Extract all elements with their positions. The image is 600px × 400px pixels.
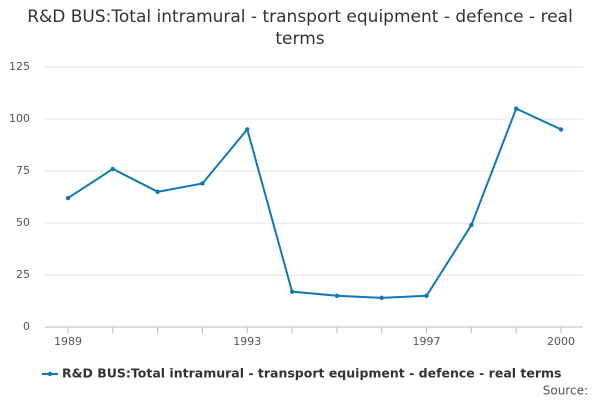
point bbox=[200, 181, 205, 186]
y-tick-label: 100 bbox=[9, 112, 30, 125]
x-tick-label: 1997 bbox=[413, 335, 441, 348]
point bbox=[289, 289, 295, 294]
point bbox=[558, 127, 564, 132]
point bbox=[469, 222, 474, 228]
point bbox=[334, 293, 340, 298]
source: Source: bbox=[543, 384, 588, 398]
x-tick-label: 1993 bbox=[233, 335, 261, 348]
x-tick-label: 1989 bbox=[54, 335, 82, 348]
legend-label: R&D BUS:Total intramural - transport equ… bbox=[62, 366, 561, 381]
y-tick-label: 75 bbox=[16, 164, 30, 177]
chart-title: R&D BUS:Total intramural - transport equ… bbox=[27, 7, 573, 49]
line bbox=[67, 107, 562, 299]
point bbox=[110, 166, 116, 172]
point bbox=[379, 295, 384, 301]
point bbox=[155, 189, 160, 194]
point bbox=[424, 293, 429, 298]
point bbox=[245, 127, 250, 132]
y-tick-label: 125 bbox=[9, 60, 30, 73]
y-tick-label: 0 bbox=[23, 320, 30, 333]
point bbox=[65, 195, 71, 201]
y-tick-label: 25 bbox=[16, 268, 30, 281]
x-tick-label: 2000 bbox=[547, 335, 575, 348]
y-tick-label: 50 bbox=[16, 216, 30, 229]
point bbox=[513, 106, 519, 111]
legend-marker bbox=[47, 371, 53, 377]
